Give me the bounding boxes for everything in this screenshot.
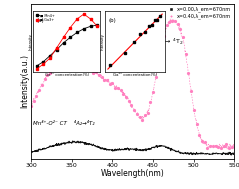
- Text: Mn⁴⁺-O²⁻ CT    ⁴A₂→⁴T₂: Mn⁴⁺-O²⁻ CT ⁴A₂→⁴T₂: [33, 121, 95, 126]
- X-axis label: Wavelength(nm): Wavelength(nm): [101, 169, 164, 178]
- Text: (b): (b): [108, 18, 116, 22]
- Legend: x=0.00,λ_em=670nm, x=0.40,λ_em=670nm: x=0.00,λ_em=670nm, x=0.40,λ_em=670nm: [166, 6, 232, 19]
- Y-axis label: Intensity(a.u.): Intensity(a.u.): [21, 54, 30, 108]
- X-axis label: Ga³⁺ concentration(%): Ga³⁺ concentration(%): [113, 73, 157, 77]
- Text: $^4$A$_2 \rightarrow$ $^4$T$_2$: $^4$A$_2 \rightarrow$ $^4$T$_2$: [153, 37, 184, 47]
- Text: (a): (a): [37, 18, 44, 22]
- Y-axis label: Intensity: Intensity: [100, 33, 104, 50]
- Y-axis label: Intensity: Intensity: [29, 33, 33, 50]
- X-axis label: Ga³⁺ concentration(%): Ga³⁺ concentration(%): [45, 73, 89, 77]
- Legend: ■ Mn4+, ● Ga3+: ■ Mn4+, ● Ga3+: [35, 13, 55, 22]
